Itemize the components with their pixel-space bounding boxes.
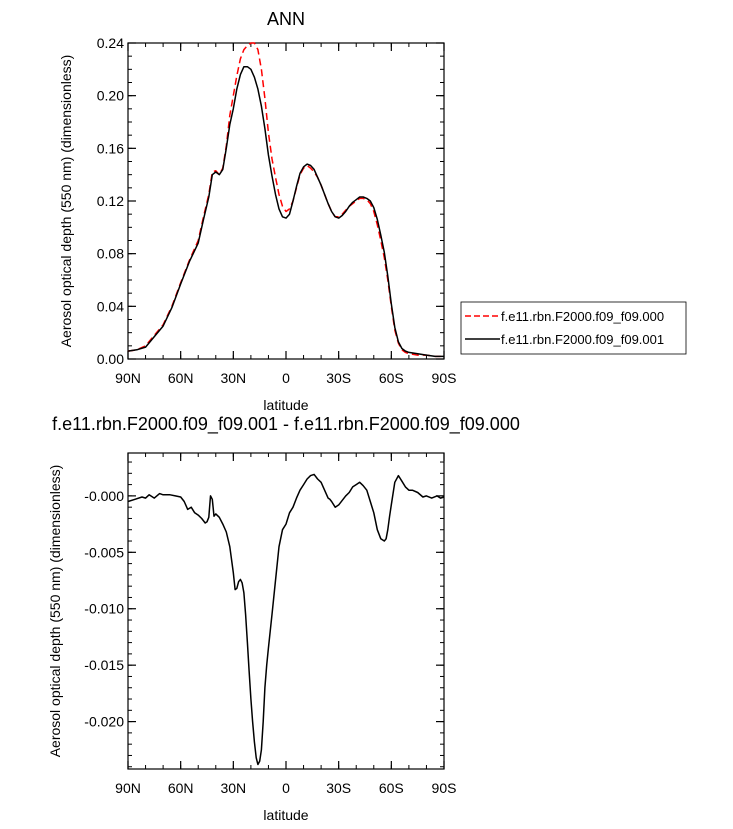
top-x-tick-label: 60N	[168, 370, 194, 386]
legend-label-1: f.e11.rbn.F2000.f09_f09.001	[501, 332, 664, 347]
bottom-y-tick-label: -0.010	[84, 601, 124, 617]
bottom-x-tick-label: 30N	[220, 780, 246, 796]
top-y-axis-label: Aerosol optical depth (550 nm) (dimensio…	[58, 55, 74, 348]
bottom-x-tick-label: 90N	[115, 780, 141, 796]
bottom-y-tick-label: -0.005	[84, 544, 124, 560]
bottom-chart-title: f.e11.rbn.F2000.f09_f09.001 - f.e11.rbn.…	[52, 414, 520, 435]
top-x-tick-label: 30N	[220, 370, 246, 386]
top-x-ticks: 90N 60N 30N 0 30S 60S 90S	[115, 43, 456, 386]
bottom-panel: f.e11.rbn.F2000.f09_f09.001 - f.e11.rbn.…	[47, 414, 520, 823]
legend-label-0: f.e11.rbn.F2000.f09_f09.000	[501, 309, 664, 324]
bottom-x-axis-label: latitude	[263, 807, 308, 823]
top-chart-title: ANN	[267, 9, 305, 29]
top-y-tick-label: 0.00	[97, 351, 124, 367]
top-x-axis-label: latitude	[263, 397, 308, 413]
top-panel: ANN 90N 60N 30N 0 30S 60S 90S 0.00 0.04 0.08 0.12…	[58, 9, 687, 413]
bottom-y-axis-label: Aerosol optical depth (550 nm) (dimensio…	[47, 465, 63, 758]
top-y-tick-label: 0.16	[97, 140, 124, 156]
bottom-x-ticks: 90N 60N 30N 0 30S 60S 90S	[115, 453, 456, 796]
bottom-plot-frame	[127, 452, 445, 770]
top-y-tick-label: 0.04	[97, 298, 124, 314]
top-x-tick-label: 30S	[326, 370, 351, 386]
top-x-tick-label: 90S	[432, 370, 457, 386]
bottom-series-group	[127, 473, 445, 766]
top-x-tick-label: 90N	[115, 370, 141, 386]
top-series-line-1	[127, 65, 444, 358]
bottom-series-line-0	[127, 473, 445, 766]
bottom-y-tick-label: -0.000	[84, 488, 124, 504]
top-y-tick-label: 0.12	[97, 193, 124, 209]
bottom-y-ticks: -0.000 -0.005 -0.010 -0.015 -0.020	[84, 461, 444, 768]
top-x-tick-label: 0	[282, 370, 290, 386]
top-plot-frame	[127, 42, 445, 360]
bottom-y-tick-label: -0.015	[84, 657, 124, 673]
legend-box	[460, 301, 687, 355]
bottom-y-tick-label: -0.020	[84, 714, 124, 730]
bottom-x-tick-label: 90S	[432, 780, 457, 796]
bottom-x-tick-label: 0	[282, 780, 290, 796]
top-y-tick-label: 0.20	[97, 88, 124, 104]
bottom-x-tick-label: 60S	[379, 780, 404, 796]
top-x-tick-label: 60S	[379, 370, 404, 386]
top-y-tick-label: 0.24	[97, 35, 124, 51]
bottom-x-tick-label: 60N	[168, 780, 194, 796]
top-series-group	[127, 42, 444, 358]
top-y-tick-label: 0.08	[97, 246, 124, 262]
top-series-line-0	[127, 42, 444, 358]
legend: f.e11.rbn.F2000.f09_f09.000 f.e11.rbn.F2…	[460, 301, 687, 355]
top-y-ticks: 0.00 0.04 0.08 0.12 0.16 0.20 0.24	[97, 35, 444, 367]
bottom-x-tick-label: 30S	[326, 780, 351, 796]
